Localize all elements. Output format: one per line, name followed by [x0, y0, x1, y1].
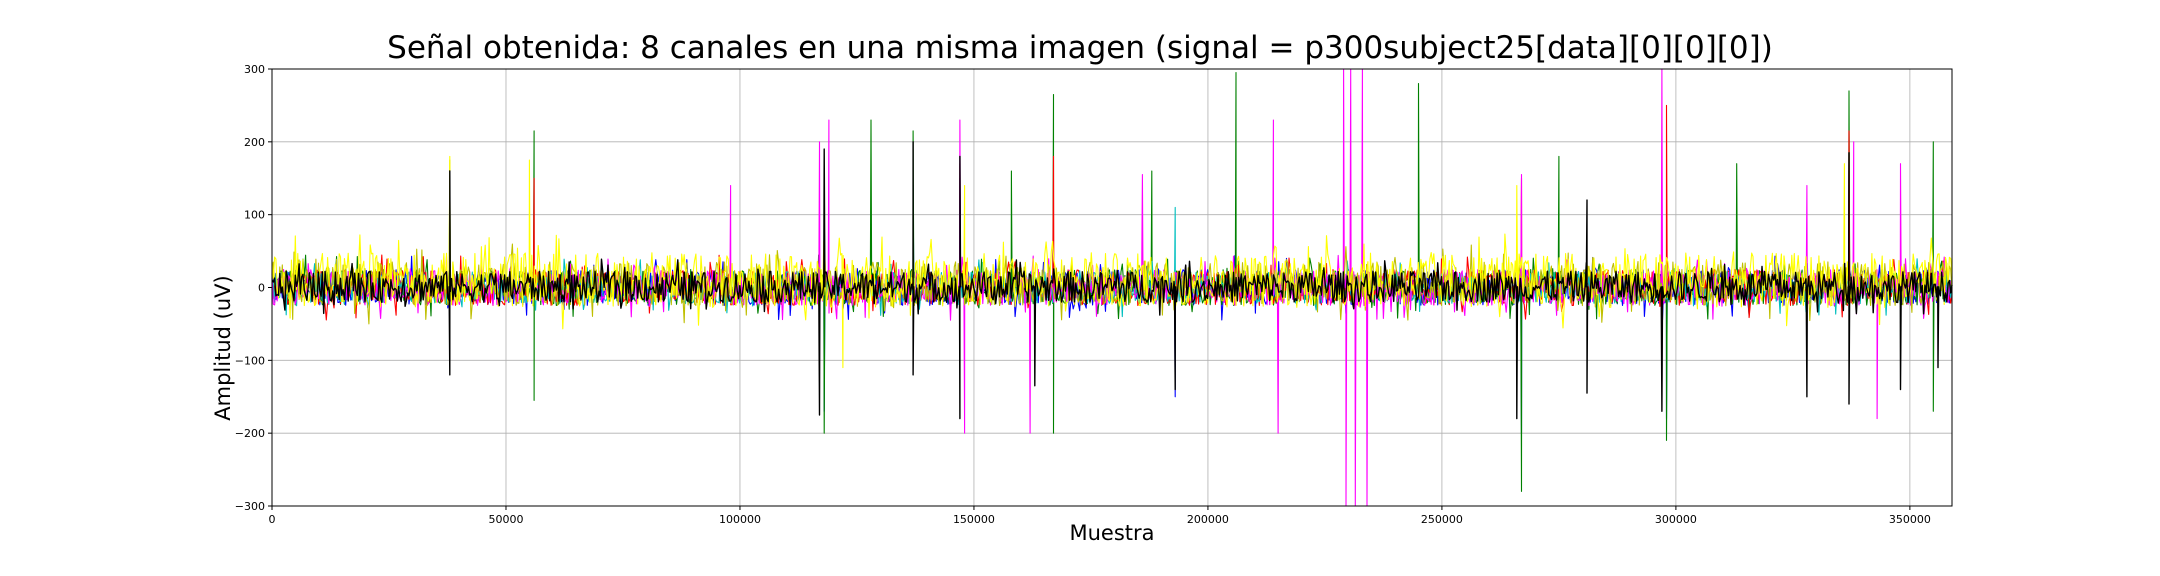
y-axis-label: Amplitud (uV) — [211, 275, 235, 421]
x-tick-label: 50000 — [488, 513, 523, 526]
x-tick-label: 0 — [269, 513, 276, 526]
x-axis-label: Muestra — [1069, 521, 1155, 545]
series-line-7 — [271, 155, 1953, 369]
x-tick-label: 150000 — [953, 513, 995, 526]
x-tick-label: 300000 — [1655, 513, 1697, 526]
x-tick-label: 350000 — [1889, 513, 1931, 526]
axis-ticks: 0 50000 100000 150000 200000 250000 300000 3500… — [235, 63, 1931, 526]
y-tick-label: −200 — [235, 427, 265, 440]
y-tick-label: 0 — [258, 282, 265, 295]
x-tick-label: 200000 — [1187, 513, 1229, 526]
x-tick-label: 250000 — [1421, 513, 1463, 526]
x-tick-label: 100000 — [719, 513, 761, 526]
y-tick-label: −100 — [235, 354, 265, 367]
y-tick-label: −300 — [235, 500, 265, 513]
y-tick-label: 300 — [244, 63, 265, 76]
chart-title: Señal obtenida: 8 canales en una misma i… — [387, 30, 1773, 66]
chart-series-group — [271, 68, 1953, 507]
y-tick-label: 100 — [244, 209, 265, 222]
series-line-8 — [271, 141, 1953, 420]
y-tick-label: 200 — [244, 136, 265, 149]
